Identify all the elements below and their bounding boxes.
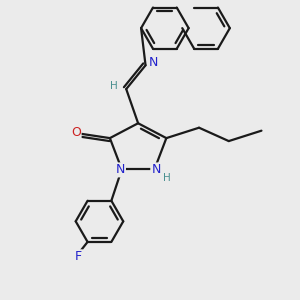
Text: H: H: [163, 172, 171, 183]
Text: N: N: [151, 164, 160, 176]
Text: H: H: [110, 81, 118, 91]
Text: N: N: [148, 56, 158, 69]
Text: O: O: [71, 126, 81, 139]
Text: N: N: [116, 164, 125, 176]
Text: F: F: [75, 250, 82, 263]
